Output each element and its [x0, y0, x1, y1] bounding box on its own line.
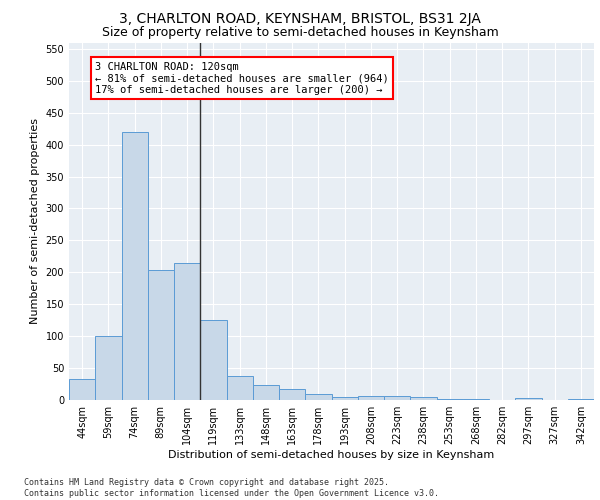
- Bar: [200, 320, 227, 400]
- Bar: [121, 132, 148, 400]
- Bar: [463, 398, 489, 400]
- Bar: [568, 398, 594, 400]
- Bar: [148, 270, 174, 400]
- Bar: [279, 388, 305, 400]
- Text: Contains HM Land Registry data © Crown copyright and database right 2025.
Contai: Contains HM Land Registry data © Crown c…: [24, 478, 439, 498]
- Text: 3 CHARLTON ROAD: 120sqm
← 81% of semi-detached houses are smaller (964)
17% of s: 3 CHARLTON ROAD: 120sqm ← 81% of semi-de…: [95, 62, 389, 95]
- Text: Size of property relative to semi-detached houses in Keynsham: Size of property relative to semi-detach…: [101, 26, 499, 39]
- Bar: [253, 386, 279, 400]
- Bar: [95, 336, 121, 400]
- Y-axis label: Number of semi-detached properties: Number of semi-detached properties: [30, 118, 40, 324]
- Bar: [69, 379, 95, 400]
- Bar: [227, 376, 253, 400]
- X-axis label: Distribution of semi-detached houses by size in Keynsham: Distribution of semi-detached houses by …: [169, 450, 494, 460]
- Bar: [174, 262, 200, 400]
- Bar: [515, 398, 542, 400]
- Bar: [305, 394, 331, 400]
- Text: 3, CHARLTON ROAD, KEYNSHAM, BRISTOL, BS31 2JA: 3, CHARLTON ROAD, KEYNSHAM, BRISTOL, BS3…: [119, 12, 481, 26]
- Bar: [358, 396, 384, 400]
- Bar: [410, 398, 437, 400]
- Bar: [331, 397, 358, 400]
- Bar: [384, 396, 410, 400]
